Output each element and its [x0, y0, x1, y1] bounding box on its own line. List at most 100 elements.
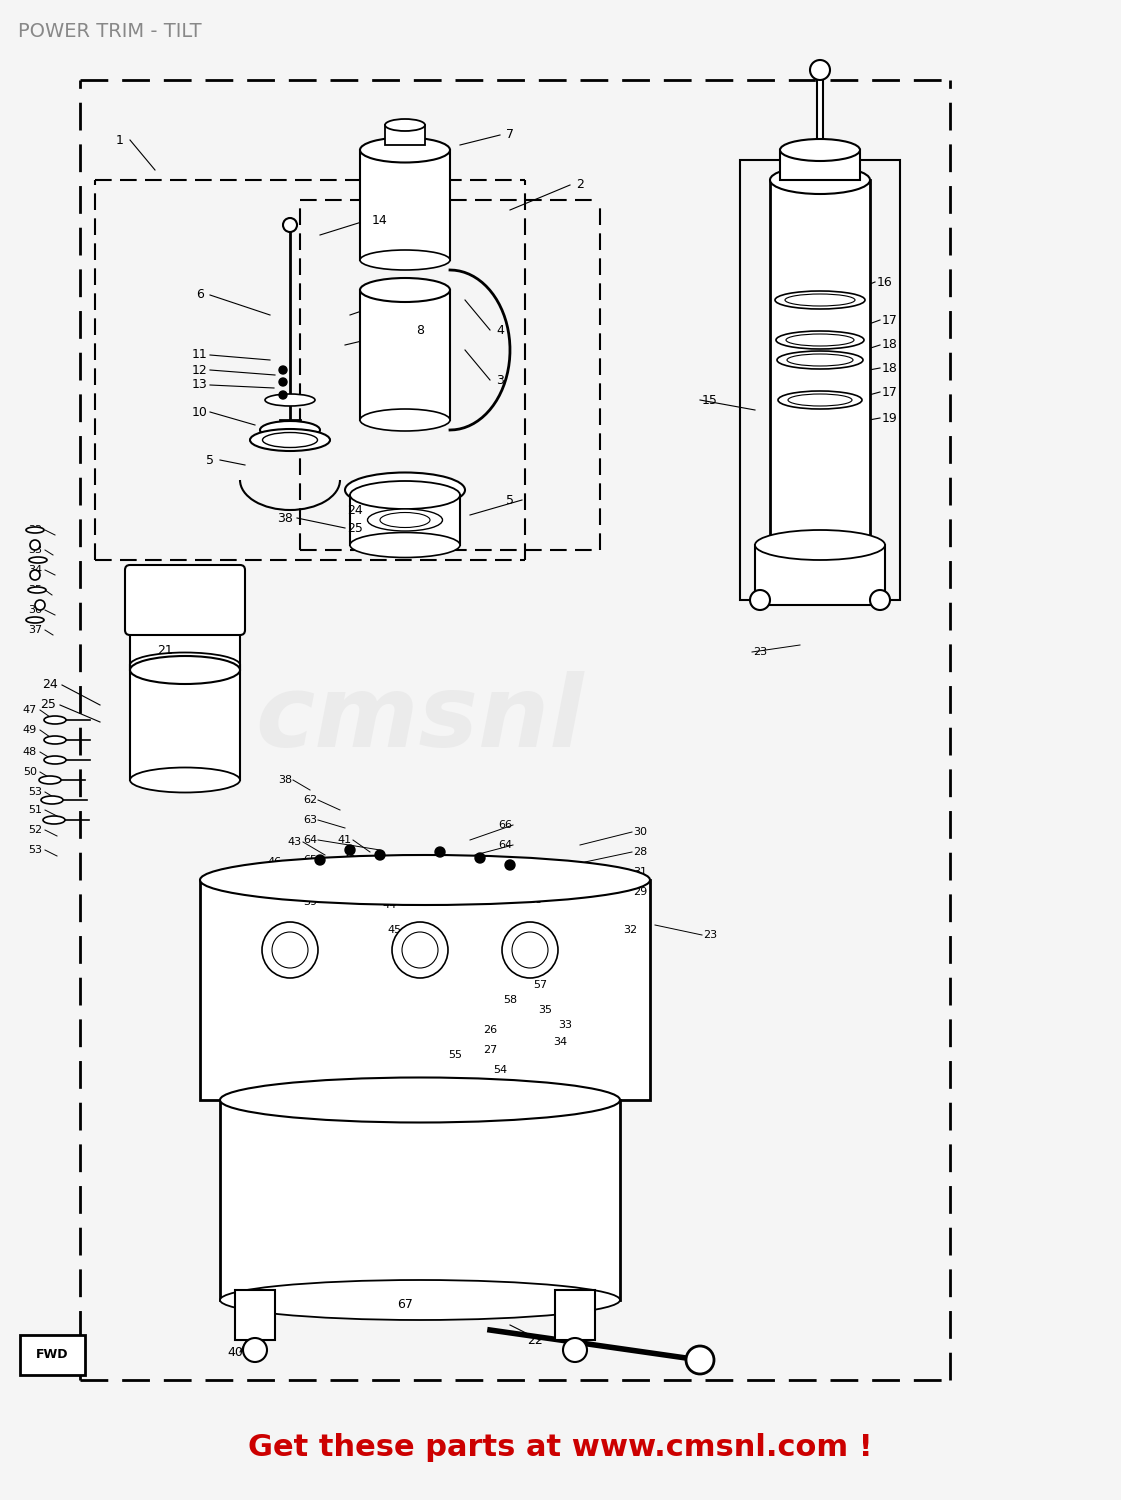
Circle shape: [686, 1346, 714, 1374]
Circle shape: [475, 853, 485, 862]
Text: 30: 30: [633, 827, 647, 837]
Bar: [235, 1290, 275, 1340]
Text: 41: 41: [337, 836, 352, 844]
Ellipse shape: [260, 422, 319, 440]
Ellipse shape: [770, 538, 870, 562]
Text: 37: 37: [28, 626, 43, 634]
Ellipse shape: [250, 429, 330, 451]
Ellipse shape: [220, 1077, 620, 1122]
Circle shape: [870, 590, 890, 610]
Text: 24: 24: [43, 678, 58, 692]
Text: 14: 14: [372, 213, 388, 226]
Ellipse shape: [130, 652, 240, 678]
Ellipse shape: [265, 394, 315, 406]
Text: Get these parts at www.cmsnl.com !: Get these parts at www.cmsnl.com !: [248, 1432, 872, 1462]
Text: 63: 63: [303, 815, 317, 825]
Ellipse shape: [130, 768, 240, 792]
Text: 47: 47: [22, 705, 37, 716]
Text: 17: 17: [882, 314, 898, 327]
Text: 25: 25: [348, 522, 363, 534]
Text: 46: 46: [268, 856, 282, 867]
Text: 61: 61: [423, 859, 437, 870]
Text: 35: 35: [28, 585, 41, 596]
Text: 4: 4: [497, 324, 504, 336]
Text: 39: 39: [303, 897, 317, 908]
Text: 10: 10: [192, 405, 207, 418]
Circle shape: [512, 932, 548, 968]
Text: 53: 53: [28, 844, 41, 855]
Text: FWD: FWD: [36, 1348, 68, 1362]
Text: 65: 65: [498, 859, 512, 870]
Text: 68: 68: [528, 896, 543, 904]
Circle shape: [392, 922, 448, 978]
Text: 18: 18: [882, 339, 898, 351]
Ellipse shape: [26, 616, 44, 622]
Text: cmsnl: cmsnl: [256, 672, 584, 768]
Ellipse shape: [756, 530, 884, 560]
Bar: [756, 544, 884, 604]
Ellipse shape: [380, 513, 430, 528]
Text: 44: 44: [383, 900, 397, 910]
Circle shape: [279, 392, 287, 399]
Ellipse shape: [43, 816, 65, 824]
Text: 42: 42: [343, 855, 358, 865]
Text: 8: 8: [416, 324, 424, 336]
Circle shape: [279, 378, 287, 386]
Ellipse shape: [350, 532, 460, 558]
Ellipse shape: [368, 509, 443, 531]
Text: 38: 38: [278, 776, 293, 784]
Text: 40: 40: [228, 1346, 243, 1359]
Text: 33: 33: [558, 1020, 572, 1031]
Text: 33: 33: [28, 544, 41, 555]
Text: 25: 25: [40, 699, 56, 711]
Ellipse shape: [787, 354, 853, 366]
Ellipse shape: [41, 796, 63, 804]
Bar: [770, 180, 870, 550]
Text: 48: 48: [22, 747, 37, 758]
Text: 60: 60: [358, 878, 372, 886]
Text: 58: 58: [503, 994, 517, 1005]
Text: 55: 55: [448, 1050, 462, 1060]
Text: 12: 12: [192, 363, 207, 376]
Circle shape: [345, 844, 355, 855]
Text: 36: 36: [28, 604, 41, 615]
Text: 26: 26: [483, 1024, 497, 1035]
Ellipse shape: [360, 278, 450, 302]
Ellipse shape: [360, 138, 450, 162]
Ellipse shape: [788, 394, 852, 406]
Ellipse shape: [385, 118, 425, 130]
Ellipse shape: [28, 586, 46, 592]
Ellipse shape: [777, 351, 863, 369]
Ellipse shape: [778, 392, 862, 410]
Circle shape: [810, 60, 830, 80]
Text: 27: 27: [483, 1046, 497, 1054]
Ellipse shape: [770, 166, 870, 194]
Bar: [350, 495, 460, 544]
Ellipse shape: [360, 410, 450, 430]
Ellipse shape: [345, 472, 465, 507]
Bar: [360, 290, 450, 420]
Ellipse shape: [44, 736, 66, 744]
Text: 34: 34: [553, 1036, 567, 1047]
Ellipse shape: [775, 291, 865, 309]
Circle shape: [279, 366, 287, 374]
Text: 62: 62: [303, 795, 317, 806]
Bar: [385, 124, 425, 146]
Ellipse shape: [26, 526, 44, 532]
Text: 64: 64: [303, 836, 317, 844]
Text: 21: 21: [157, 644, 173, 657]
Text: 56: 56: [528, 963, 541, 974]
Text: 64: 64: [498, 840, 512, 850]
Text: 17: 17: [882, 386, 898, 399]
Text: 67: 67: [397, 1299, 413, 1311]
Text: 22: 22: [527, 1334, 543, 1347]
Circle shape: [435, 847, 445, 856]
Circle shape: [282, 217, 297, 232]
Text: 43: 43: [288, 837, 302, 848]
Text: 19: 19: [882, 411, 898, 424]
Circle shape: [30, 540, 40, 550]
Bar: [555, 1290, 595, 1340]
Ellipse shape: [44, 756, 66, 764]
Text: 5: 5: [506, 494, 515, 507]
Text: 32: 32: [28, 525, 43, 536]
